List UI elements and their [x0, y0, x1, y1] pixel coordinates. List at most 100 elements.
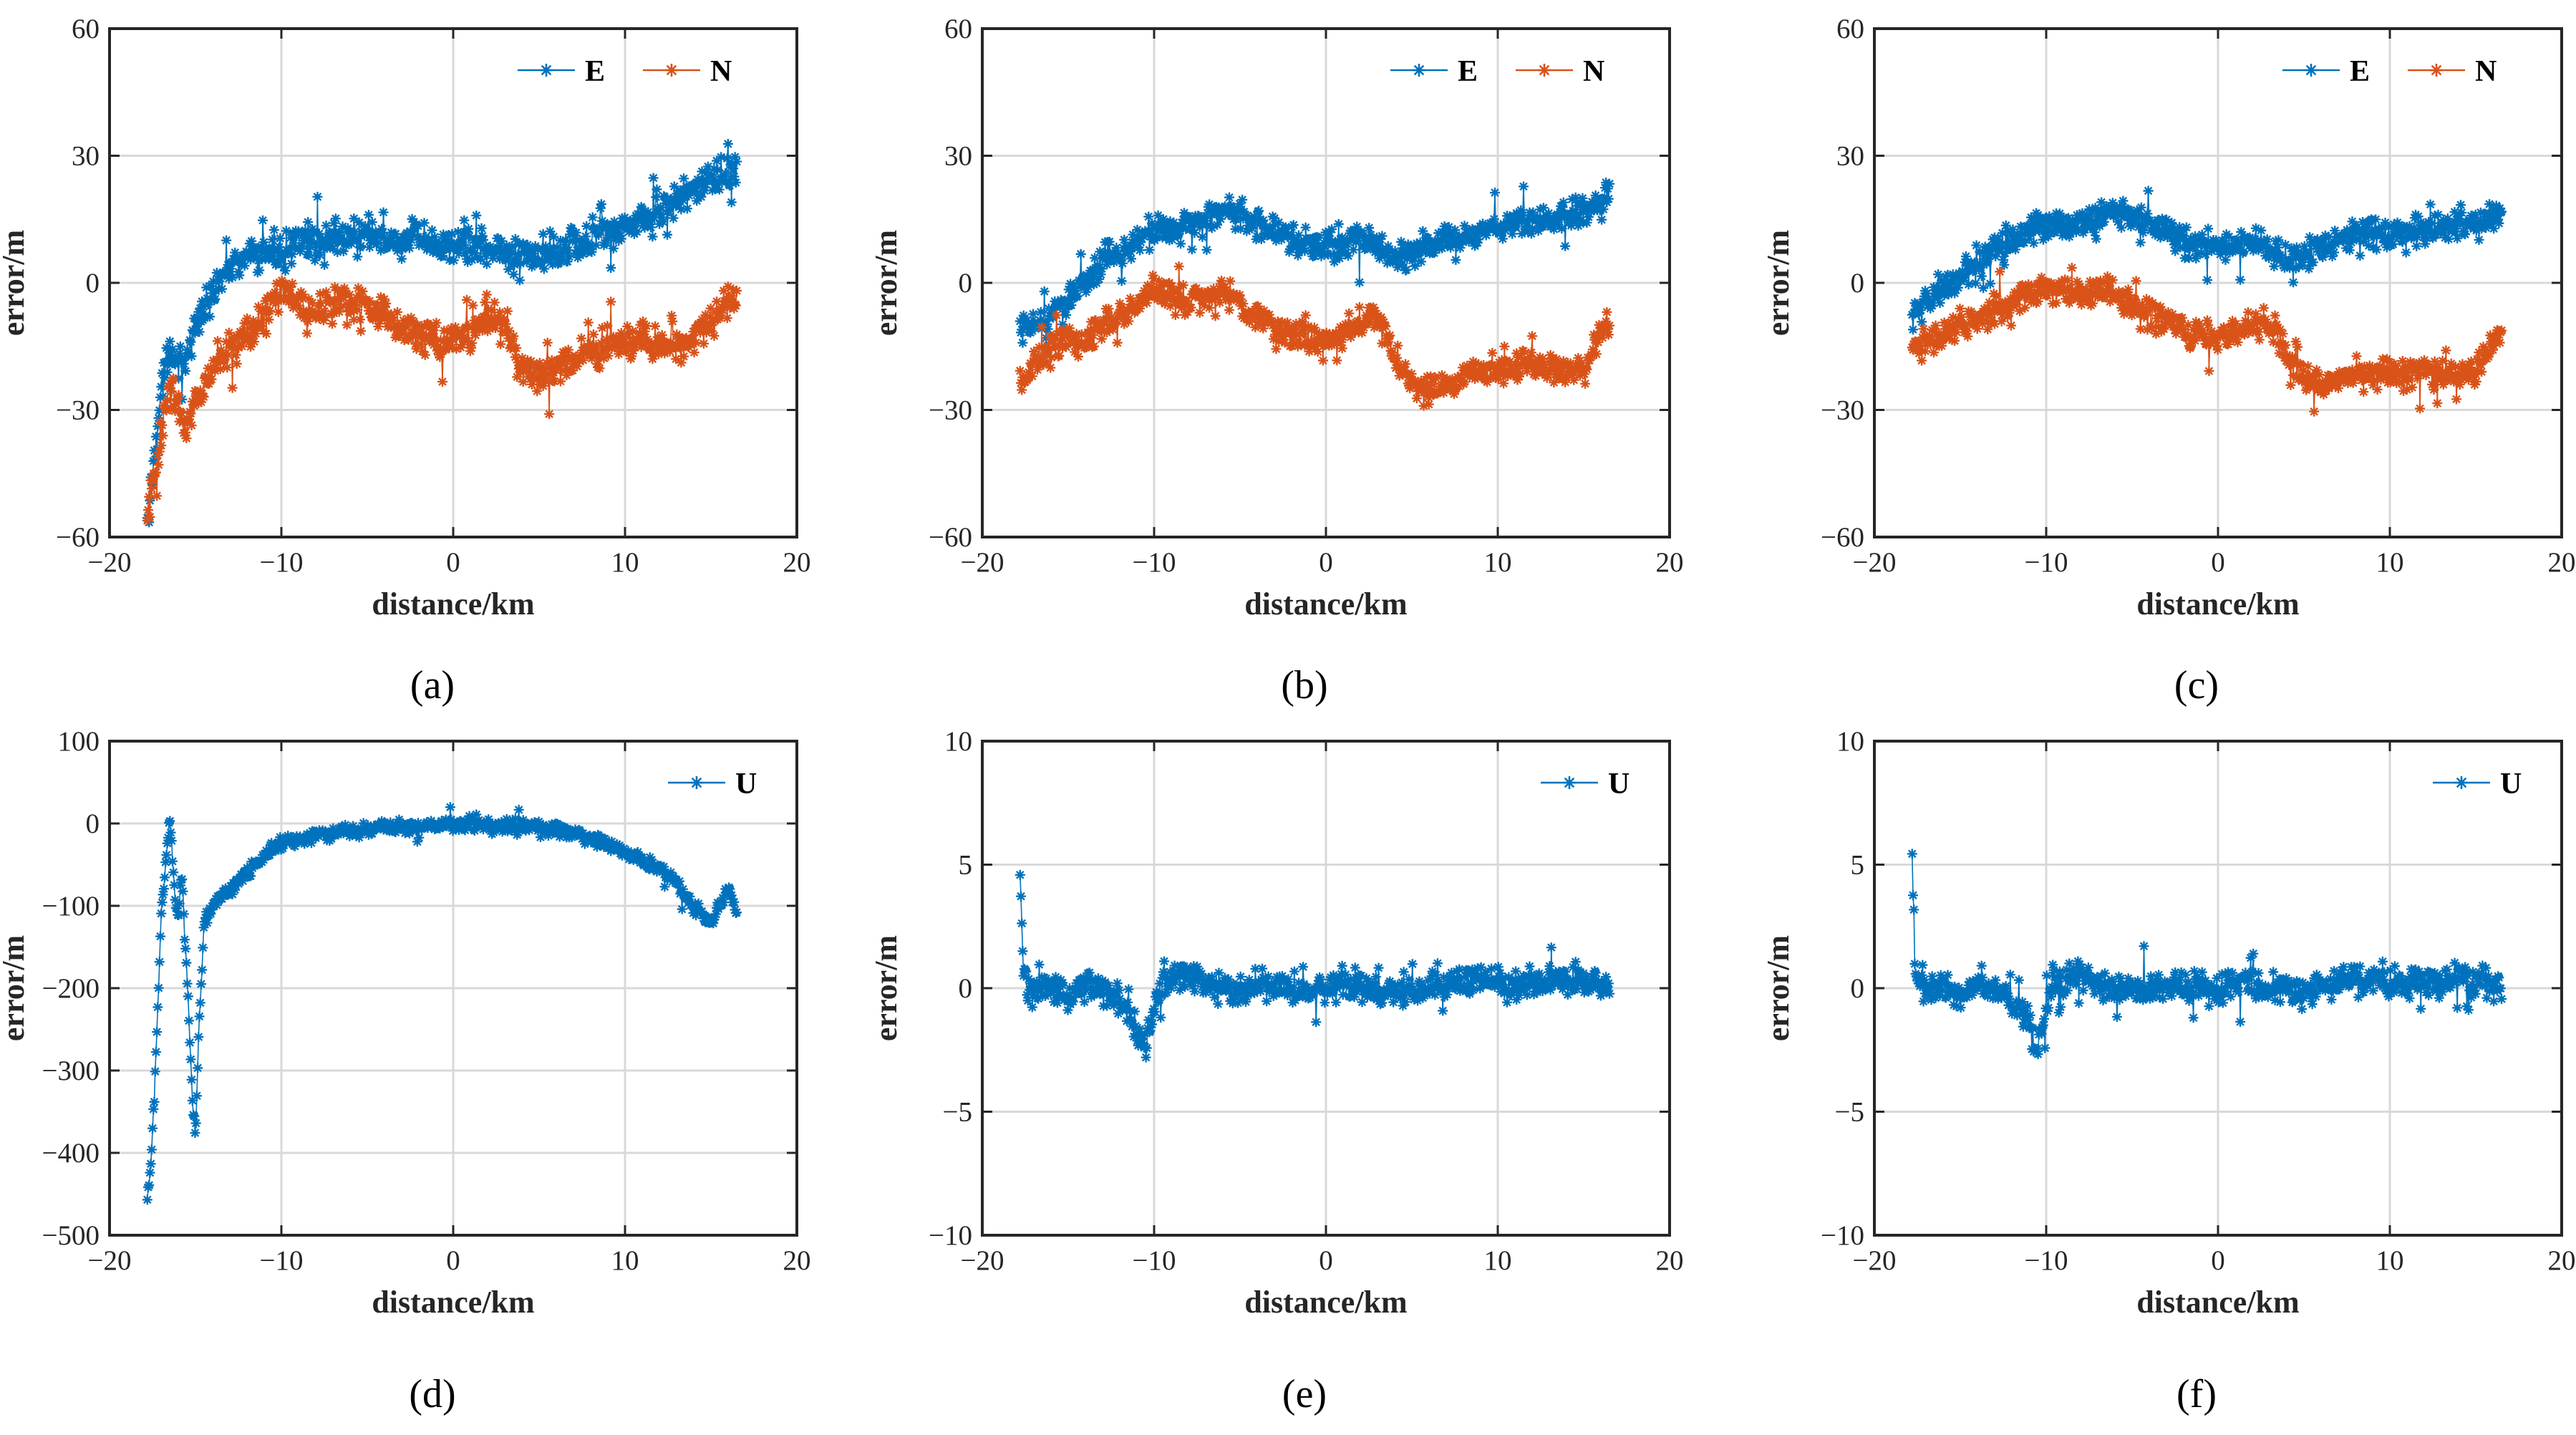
y-tick-label: −200 — [42, 973, 100, 1004]
y-tick-label: −300 — [42, 1055, 100, 1086]
x-tick-label: −20 — [961, 547, 1004, 578]
y-axis-label: error/m — [0, 230, 31, 336]
y-tick-label: 10 — [944, 726, 972, 757]
y-tick-label: 100 — [58, 726, 100, 757]
x-tick-label: −20 — [961, 1245, 1004, 1276]
x-axis-label: distance/km — [2136, 1285, 2299, 1320]
x-tick-label: −10 — [260, 1245, 304, 1276]
panel-caption-e: (e) — [1282, 1372, 1327, 1416]
y-tick-label: 0 — [86, 268, 100, 299]
legend-marker-N — [665, 64, 678, 77]
y-tick-label: 5 — [959, 850, 973, 881]
legend-marker-N — [1538, 64, 1551, 77]
chart-panel-a: −20 −10 0 10 20 −60 −30 0 30 60 distance/km error/m… — [0, 14, 811, 707]
y-tick-label: 5 — [1851, 850, 1865, 881]
series-N-b — [1015, 261, 1614, 411]
y-tick-label: −10 — [929, 1220, 972, 1251]
x-tick-label: 20 — [2548, 547, 2576, 578]
y-tick-label: 0 — [959, 268, 973, 299]
legend-marker-U — [2455, 776, 2468, 789]
legend: U — [1541, 768, 1630, 801]
x-tick-label: 20 — [783, 547, 811, 578]
y-tick-label: −100 — [42, 891, 100, 922]
series-markers-E — [1907, 185, 2507, 335]
legend-label-N: N — [2475, 55, 2497, 88]
y-tick-label: −5 — [1835, 1097, 1865, 1128]
y-tick-label: 0 — [1851, 973, 1865, 1004]
x-tick-label: −10 — [2025, 547, 2068, 578]
legend-marker-U — [690, 776, 703, 789]
y-tick-label: −30 — [1821, 395, 1864, 426]
x-tick-label: 10 — [1484, 1245, 1512, 1276]
chart-panel-f: −20 −10 0 10 20−10−50510distance/kmerror/mU(… — [1761, 726, 2576, 1416]
x-tick-label: 0 — [446, 1245, 460, 1276]
legend-marker-U — [1563, 776, 1576, 789]
series-markers-N — [1907, 263, 2507, 417]
y-tick-label: −60 — [929, 522, 972, 553]
chart-panel-e: −20 −10 0 10 20−10−50510distance/kmerror/mU(… — [868, 726, 1684, 1416]
panel-caption-a: (a) — [410, 663, 455, 707]
panel-caption-b: (b) — [1281, 663, 1327, 707]
x-axis-label: distance/km — [2136, 586, 2299, 622]
x-tick-label: 20 — [1656, 547, 1684, 578]
y-tick-label: 10 — [1836, 726, 1864, 757]
x-tick-label: 20 — [2548, 1245, 2576, 1276]
legend-marker-E — [1413, 64, 1425, 77]
legend-label-N: N — [1583, 55, 1604, 88]
x-axis-label: distance/km — [372, 586, 534, 622]
series-line-N — [147, 280, 737, 521]
series-E-a — [142, 138, 742, 528]
series-markers-N — [142, 275, 742, 526]
y-tick-label: 30 — [72, 141, 100, 172]
legend-label-U: U — [2500, 768, 2522, 801]
y-tick-label: 60 — [944, 14, 972, 44]
x-tick-label: 10 — [611, 1245, 639, 1276]
x-tick-label: 0 — [1319, 547, 1333, 578]
y-tick-label: 0 — [86, 808, 100, 839]
x-tick-label: 0 — [2211, 1245, 2225, 1276]
series-U-d — [142, 802, 742, 1205]
y-axis-label: error/m — [868, 935, 904, 1041]
series-E-c — [1907, 185, 2507, 335]
x-tick-label: 20 — [1656, 1245, 1684, 1276]
legend-label-E: E — [1458, 55, 1478, 88]
x-tick-label: −10 — [260, 547, 304, 578]
series-U-e — [1015, 869, 1614, 1063]
y-tick-label: −10 — [1821, 1220, 1864, 1251]
x-tick-label: −20 — [1853, 547, 1897, 578]
legend: U — [2433, 768, 2522, 801]
y-tick-label: −60 — [1821, 522, 1864, 553]
x-tick-label: 10 — [1484, 547, 1512, 578]
legend-marker-E — [540, 64, 553, 77]
legend-marker-N — [2430, 64, 2443, 77]
legend-label-U: U — [735, 768, 757, 801]
chart-panel-c: −20 −10 0 10 20 −60 −30 0 30 60 distance/km error/m… — [1761, 14, 2576, 707]
y-tick-label: 0 — [959, 973, 973, 1004]
x-tick-label: 0 — [446, 547, 460, 578]
panel-caption-f: (f) — [2176, 1372, 2217, 1416]
x-tick-label: −10 — [2025, 1245, 2068, 1276]
y-tick-label: −5 — [943, 1097, 973, 1128]
series-markers-E — [1015, 177, 1614, 348]
series-markers-U — [1015, 869, 1614, 1063]
x-tick-label: 0 — [2211, 547, 2225, 578]
x-tick-label: −10 — [1133, 547, 1176, 578]
x-tick-label: −20 — [88, 547, 132, 578]
series-markers-N — [1015, 261, 1614, 411]
legend: U — [668, 768, 757, 801]
x-tick-label: 10 — [611, 547, 639, 578]
y-tick-label: −400 — [42, 1138, 100, 1169]
x-tick-label: 10 — [2376, 1245, 2404, 1276]
series-N-c — [1907, 263, 2507, 417]
series-U-f — [1907, 849, 2507, 1060]
y-axis-label: error/m — [1761, 230, 1796, 336]
chart-panel-b: −20 −10 0 10 20 −60 −30 0 30 60 distance/km error/m… — [868, 14, 1684, 707]
series-markers-U — [1907, 849, 2507, 1060]
x-axis-label: distance/km — [372, 1285, 534, 1320]
x-tick-label: −20 — [88, 1245, 132, 1276]
legend-label-N: N — [710, 55, 732, 88]
y-tick-label: −60 — [56, 522, 100, 553]
